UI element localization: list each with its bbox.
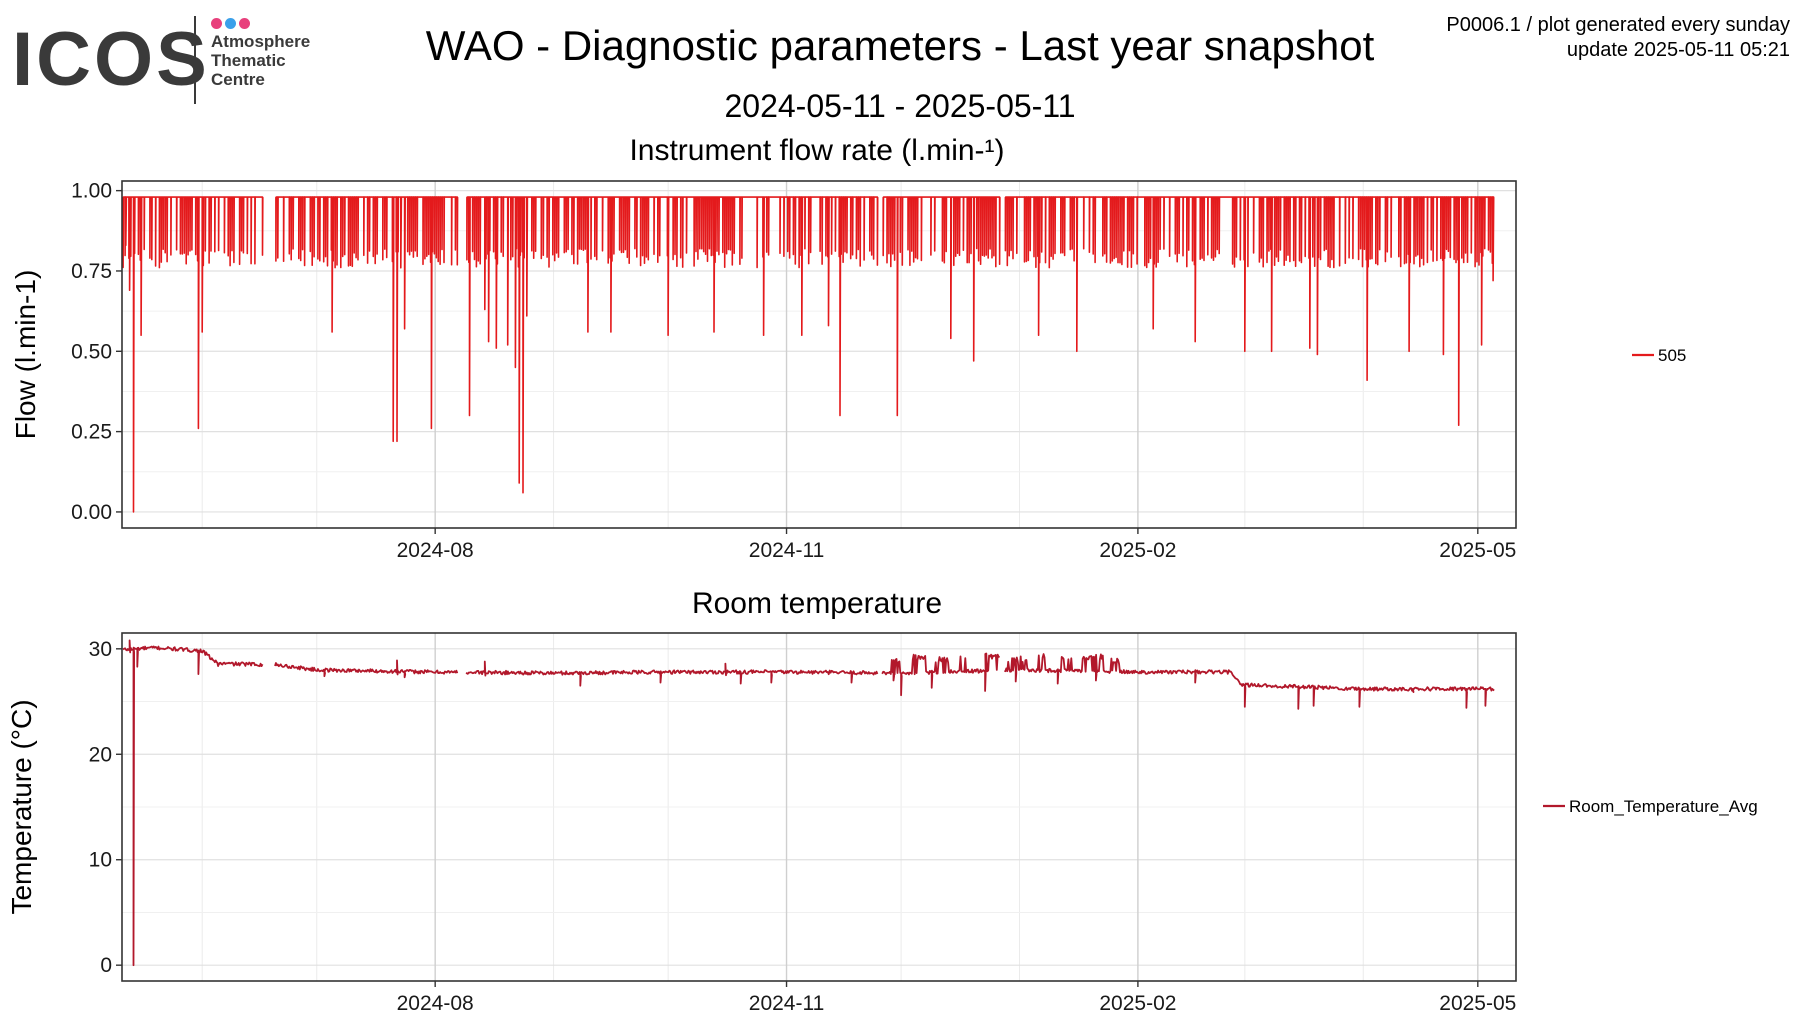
- page-title: WAO - Diagnostic parameters - Last year …: [425, 22, 1375, 69]
- chart-title: Instrument flow rate (l.min-¹): [629, 134, 1004, 167]
- x-tick-label: 2024-08: [397, 539, 474, 562]
- y-tick-label: 0.75: [71, 260, 112, 283]
- plot-metadata: P0006.1 / plot generated every sunday up…: [1446, 13, 1790, 63]
- x-tick-label: 2025-02: [1099, 992, 1176, 1015]
- y-tick-label: 10: [89, 849, 112, 872]
- x-tick-label: 2024-11: [749, 992, 825, 1015]
- chart-title: Room temperature: [692, 587, 942, 620]
- x-tick-label: 2025-05: [1439, 539, 1516, 562]
- logo-subtitle: Atmosphere Thematic Centre: [211, 32, 310, 89]
- y-tick-label: 0: [100, 954, 112, 977]
- y-tick-label: 30: [89, 638, 112, 661]
- logo-dots: [211, 16, 253, 29]
- logo-dot: [239, 18, 250, 29]
- legend: Room_Temperature_Avg: [1543, 797, 1758, 816]
- x-tick-label: 2024-08: [397, 992, 474, 1015]
- update-timestamp: update 2025-05-11 05:21: [1566, 39, 1790, 61]
- logo-line-2: Thematic: [211, 51, 286, 70]
- y-axis-label: Flow (l.min-1): [10, 270, 41, 440]
- logo-word: ICOS: [12, 17, 210, 102]
- x-tick-label: 2024-11: [749, 539, 825, 562]
- legend-label: Room_Temperature_Avg: [1569, 797, 1758, 816]
- y-tick-label: 0.00: [71, 501, 112, 524]
- y-tick-label: 20: [89, 743, 112, 766]
- y-tick-label: 0.25: [71, 421, 112, 444]
- logo-dot: [225, 18, 236, 29]
- chart-flow-rate: 0.00 0.25 0.50 0.75 1.00 2024-08 2024-11 2025-0…: [10, 134, 1686, 562]
- logo-divider: [194, 16, 196, 104]
- x-tick-label: 2025-05: [1439, 992, 1516, 1015]
- y-axis-label: Temperature (°C): [6, 699, 37, 914]
- logo-dot: [211, 18, 222, 29]
- legend: 505: [1632, 346, 1686, 365]
- chart-room-temperature: 0 10 20 30 2024-08 2024-11 2025-02 2025-05 Room …: [6, 587, 1758, 1015]
- logo-line-3: Centre: [211, 70, 265, 89]
- series-line: [122, 196, 1495, 513]
- x-tick-label: 2025-02: [1099, 539, 1176, 562]
- plot-border: [121, 632, 1517, 982]
- plot-generation-note: P0006.1 / plot generated every sunday: [1446, 14, 1790, 36]
- y-tick-label: 0.50: [71, 340, 112, 363]
- date-range: 2024-05-11 - 2025-05-11: [724, 88, 1076, 124]
- plot-border: [121, 180, 1517, 529]
- series-line: [122, 639, 1495, 967]
- legend-label: 505: [1658, 346, 1686, 365]
- icos-logo: ICOS Atmosphere Thematic Centre: [12, 14, 332, 106]
- y-tick-label: 1.00: [71, 180, 112, 203]
- logo-line-1: Atmosphere: [211, 32, 311, 51]
